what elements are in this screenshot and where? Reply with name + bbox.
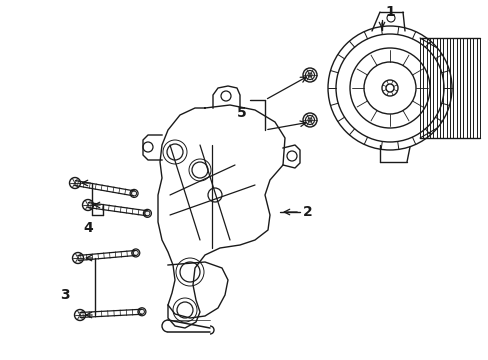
Circle shape bbox=[72, 252, 83, 264]
Circle shape bbox=[143, 210, 151, 217]
Text: 1: 1 bbox=[385, 5, 394, 19]
Circle shape bbox=[69, 177, 81, 189]
Text: 4: 4 bbox=[83, 221, 93, 235]
Circle shape bbox=[131, 249, 140, 257]
Text: 5: 5 bbox=[237, 106, 246, 120]
Circle shape bbox=[138, 308, 145, 316]
Circle shape bbox=[130, 189, 138, 197]
Circle shape bbox=[303, 68, 316, 82]
Text: 3: 3 bbox=[60, 288, 70, 302]
Circle shape bbox=[82, 199, 93, 211]
Circle shape bbox=[74, 310, 85, 320]
Circle shape bbox=[303, 113, 316, 127]
Text: 2: 2 bbox=[303, 205, 312, 219]
